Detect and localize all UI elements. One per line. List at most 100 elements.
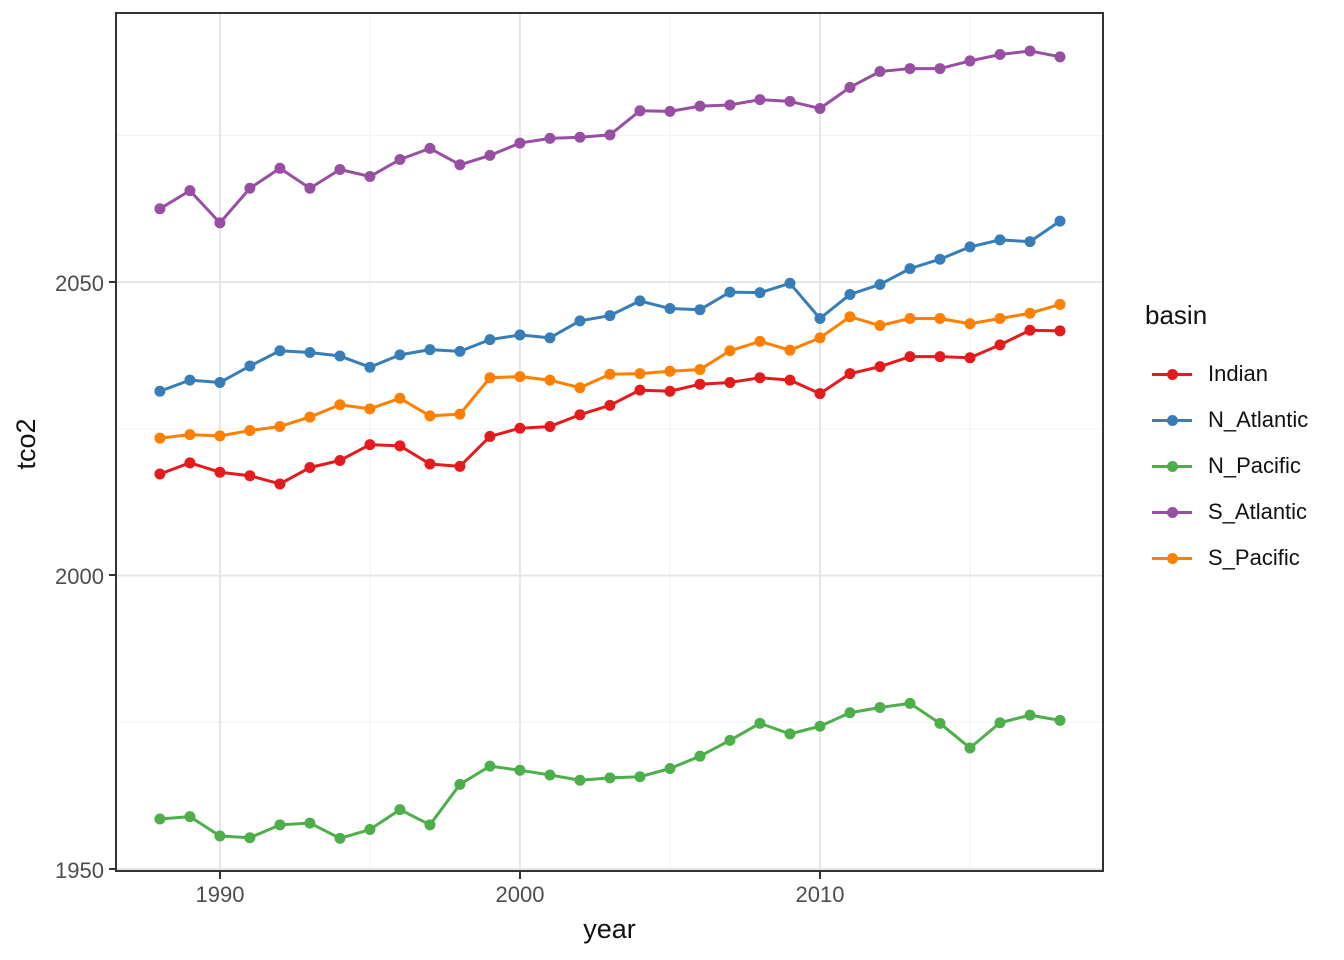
legend-label: S_Pacific xyxy=(1208,545,1300,570)
data-point-N_Pacific xyxy=(544,769,556,781)
data-point-Indian xyxy=(544,420,556,432)
data-point-N_Atlantic xyxy=(454,345,466,357)
data-point-N_Pacific xyxy=(844,707,856,719)
data-point-N_Pacific xyxy=(694,750,706,762)
x-tick-label: 1990 xyxy=(195,882,245,907)
data-point-Indian xyxy=(454,460,466,472)
legend-key-dot xyxy=(1166,414,1178,426)
data-point-N_Atlantic xyxy=(964,241,976,253)
data-point-S_Pacific xyxy=(274,420,286,432)
legend-key-dot xyxy=(1166,506,1178,518)
data-point-S_Atlantic xyxy=(274,162,286,174)
data-point-S_Atlantic xyxy=(844,81,856,93)
data-point-S_Atlantic xyxy=(334,163,346,175)
legend-entry-n-pacific: N_Pacific xyxy=(1140,443,1344,489)
data-point-Indian xyxy=(904,351,916,363)
data-point-N_Pacific xyxy=(964,742,976,754)
data-point-S_Atlantic xyxy=(784,95,796,107)
data-point-S_Atlantic xyxy=(304,182,316,194)
x-tick-label: 2000 xyxy=(495,882,545,907)
data-point-N_Pacific xyxy=(514,764,526,776)
y-tick-label: 1950 xyxy=(55,858,104,883)
data-point-S_Pacific xyxy=(514,371,526,383)
y-axis-tick xyxy=(109,868,117,870)
data-point-S_Atlantic xyxy=(664,105,676,117)
data-point-Indian xyxy=(154,468,166,480)
data-point-S_Pacific xyxy=(664,365,676,377)
data-point-N_Pacific xyxy=(424,819,436,831)
x-tick-label: 2010 xyxy=(795,882,845,907)
legend-label: Indian xyxy=(1208,361,1268,386)
data-point-N_Atlantic xyxy=(874,278,886,290)
data-point-S_Atlantic xyxy=(1054,51,1066,63)
data-point-S_Pacific xyxy=(994,312,1006,324)
data-point-Indian xyxy=(424,458,436,470)
data-point-Indian xyxy=(994,339,1006,351)
data-point-N_Atlantic xyxy=(214,376,226,388)
legend-label: N_Atlantic xyxy=(1208,407,1309,432)
data-point-Indian xyxy=(874,361,886,373)
series-line-N_Pacific xyxy=(158,701,1062,840)
data-point-Indian xyxy=(484,430,496,442)
legend-key xyxy=(1152,456,1192,476)
data-point-Indian xyxy=(394,440,406,452)
legend-key-dot xyxy=(1166,552,1178,564)
data-point-Indian xyxy=(274,478,286,490)
data-point-Indian xyxy=(1024,324,1036,336)
data-point-S_Pacific xyxy=(604,368,616,380)
data-point-N_Atlantic xyxy=(514,329,526,341)
data-point-S_Pacific xyxy=(334,399,346,411)
data-point-Indian xyxy=(934,351,946,363)
data-point-S_Pacific xyxy=(544,374,556,386)
legend-key-dot xyxy=(1166,368,1178,380)
data-point-N_Atlantic xyxy=(664,303,676,315)
legend-key xyxy=(1152,364,1192,384)
legend-entry-s-pacific: S_Pacific xyxy=(1140,535,1344,581)
data-point-N_Pacific xyxy=(664,763,676,775)
data-point-S_Pacific xyxy=(1024,307,1036,319)
data-point-S_Pacific xyxy=(634,368,646,380)
data-point-S_Pacific xyxy=(754,335,766,347)
data-point-S_Atlantic xyxy=(994,48,1006,60)
data-point-S_Pacific xyxy=(154,432,166,444)
data-point-Indian xyxy=(814,388,826,400)
data-point-N_Pacific xyxy=(484,760,496,772)
data-point-N_Atlantic xyxy=(1054,215,1066,227)
legend-key xyxy=(1152,410,1192,430)
data-point-Indian xyxy=(964,352,976,364)
data-point-S_Pacific xyxy=(244,425,256,437)
data-point-S_Pacific xyxy=(424,410,436,422)
data-point-N_Atlantic xyxy=(364,361,376,373)
data-point-N_Atlantic xyxy=(1024,236,1036,248)
data-point-S_Atlantic xyxy=(904,63,916,75)
data-point-S_Pacific xyxy=(394,392,406,404)
data-point-N_Atlantic xyxy=(544,332,556,344)
data-point-S_Pacific xyxy=(904,312,916,324)
data-point-N_Atlantic xyxy=(304,347,316,359)
data-point-N_Pacific xyxy=(784,728,796,740)
data-point-N_Atlantic xyxy=(574,315,586,327)
data-point-S_Pacific xyxy=(814,332,826,344)
data-point-Indian xyxy=(214,466,226,478)
data-point-S_Atlantic xyxy=(244,182,256,194)
data-point-N_Pacific xyxy=(1054,714,1066,726)
data-point-N_Pacific xyxy=(1024,709,1036,721)
data-point-S_Pacific xyxy=(784,344,796,356)
data-point-N_Atlantic xyxy=(844,288,856,300)
plot-svg xyxy=(117,14,1102,870)
legend-entry-s-atlantic: S_Atlantic xyxy=(1140,489,1344,535)
data-point-S_Atlantic xyxy=(754,94,766,106)
data-point-Indian xyxy=(604,399,616,411)
data-point-S_Atlantic xyxy=(964,55,976,67)
x-axis-tick xyxy=(519,871,521,879)
legend-label: S_Atlantic xyxy=(1208,499,1308,524)
data-point-N_Pacific xyxy=(364,824,376,836)
data-point-S_Atlantic xyxy=(604,129,616,141)
data-point-N_Pacific xyxy=(754,717,766,729)
data-point-N_Pacific xyxy=(244,832,256,844)
data-point-N_Pacific xyxy=(334,832,346,844)
legend: basin Indian N_Atlantic N_Pacific xyxy=(1140,300,1344,581)
data-point-N_Pacific xyxy=(904,697,916,709)
data-point-S_Pacific xyxy=(1054,298,1066,310)
data-point-N_Pacific xyxy=(274,819,286,831)
